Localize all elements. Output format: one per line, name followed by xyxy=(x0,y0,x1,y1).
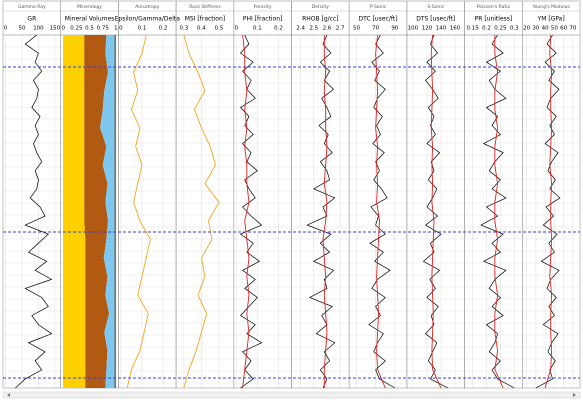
x-tick-label: 0 xyxy=(4,26,8,32)
volume-area xyxy=(84,35,110,388)
scrollbar-track[interactable] xyxy=(2,391,581,399)
x-tick-label: 20 xyxy=(523,26,530,32)
track-title: P-Sonic xyxy=(370,4,387,10)
axis-label: YM [GPa] xyxy=(537,16,565,23)
scrollbar[interactable] xyxy=(2,391,581,399)
volume-area xyxy=(100,35,115,388)
log-curve xyxy=(306,34,336,389)
x-tick-label: 0.2 xyxy=(274,26,283,32)
axis-label: Epsilon/Gamma/Delta xyxy=(115,16,181,23)
x-tick-label: 2.4 xyxy=(296,26,305,32)
track-title: Anisotropy xyxy=(135,4,159,10)
axis-label: Mineral Volumes xyxy=(65,16,115,23)
axis-label: PHI [fraction] xyxy=(243,16,283,23)
x-tick-label: 50 xyxy=(18,26,25,32)
track-title: Gamma Ray xyxy=(18,4,46,10)
formation-tops xyxy=(3,66,580,379)
x-tick-label: 70 xyxy=(569,26,576,32)
track: Density RHOB [g/cc] 2.4 2.5 2.6 2.7 xyxy=(291,0,350,389)
x-tick-label: 50 xyxy=(551,26,558,32)
x-tick-label: 0.4 xyxy=(197,26,206,32)
axis-label: DTS [usec/ft] xyxy=(416,16,455,23)
x-tick-label: 0 xyxy=(61,26,65,32)
track-title: Mineralogy xyxy=(77,4,102,10)
x-tick-label: 60 xyxy=(560,26,567,32)
scroll-left[interactable] xyxy=(7,393,10,397)
axis-label: RHOB [g/cc] xyxy=(302,16,339,23)
log-curve xyxy=(126,34,151,389)
log-curve xyxy=(422,34,449,389)
x-tick-label: 30 xyxy=(532,26,539,32)
x-tick-label: 0.3 xyxy=(510,26,519,32)
x-tick-label: 0.5 xyxy=(85,26,94,32)
x-tick-label: 0.2 xyxy=(482,26,491,32)
x-tick-label: 2.7 xyxy=(336,26,345,32)
log-curve xyxy=(375,34,386,389)
x-tick-label: 0.25 xyxy=(494,26,507,32)
log-curve xyxy=(322,35,328,388)
track: Young's Modulus YM [GPa] 20 30 40 50 60 70 xyxy=(521,0,581,389)
x-tick-label: 1 xyxy=(114,26,118,32)
axis-label: DTC [usec/ft] xyxy=(359,16,398,23)
log-curve xyxy=(430,34,442,389)
track-title: Porosity xyxy=(254,4,272,10)
axis-label: MSI [fraction] xyxy=(185,16,225,23)
x-tick-label: 0.3 xyxy=(179,26,188,32)
log-curve xyxy=(183,34,220,389)
x-tick-label: 0.1 xyxy=(138,26,147,32)
track-title: Density xyxy=(312,4,329,10)
track: Anisotropy Epsilon/Gamma/Delta 0 0.1 0.2 xyxy=(115,0,181,389)
axis-label: GR xyxy=(27,16,36,23)
x-tick-label: 0 xyxy=(235,26,239,32)
log-curve xyxy=(494,35,504,389)
track: Gamma Ray GR 0 50 100 150 xyxy=(2,0,62,389)
track: P-Sonic DTC [usec/ft] 50 70 90 xyxy=(348,0,408,389)
x-tick-label: 40 xyxy=(542,26,549,32)
volume-area xyxy=(63,35,86,388)
x-tick-label: 100 xyxy=(408,26,419,32)
x-tick-label: 0.15 xyxy=(467,26,480,32)
x-tick-label: 0.25 xyxy=(70,26,83,32)
scroll-right[interactable] xyxy=(573,393,576,397)
x-tick-label: 160 xyxy=(450,26,461,32)
x-tick-label: 50 xyxy=(353,26,360,32)
x-tick-label: 2.5 xyxy=(309,26,318,32)
x-tick-label: 150 xyxy=(50,26,61,32)
x-tick-label: 0.2 xyxy=(159,26,168,32)
x-tick-label: 90 xyxy=(391,26,398,32)
x-tick-label: 0 xyxy=(119,26,123,32)
log-curve xyxy=(480,34,515,389)
track-title: Rock Stiffness xyxy=(189,4,221,10)
track-title: Young's Modulus xyxy=(532,4,571,10)
track: Rock Stiffness MSI [fraction] 0.3 0.4 0.5 xyxy=(175,0,235,389)
x-tick-label: 120 xyxy=(422,26,433,32)
track-title: S-Sonic xyxy=(427,4,444,10)
log-curve xyxy=(242,34,250,389)
x-tick-label: 0.1 xyxy=(253,26,262,32)
track-frame xyxy=(521,0,581,389)
x-tick-label: 0.75 xyxy=(97,26,110,32)
log-curve xyxy=(15,34,53,389)
track-title: Poisson's Ratio xyxy=(477,4,511,10)
log-curve xyxy=(544,34,553,389)
x-tick-label: 2.6 xyxy=(323,26,332,32)
x-tick-label: 70 xyxy=(372,26,379,32)
axis-label: PR [unitless] xyxy=(475,16,513,23)
log-curve xyxy=(368,34,395,389)
x-tick-label: 100 xyxy=(33,26,44,32)
track: S-Sonic DTS [usec/ft] 100 120 140 160 xyxy=(406,0,465,389)
x-tick-label: 140 xyxy=(436,26,447,32)
x-tick-label: 0.5 xyxy=(215,26,224,32)
